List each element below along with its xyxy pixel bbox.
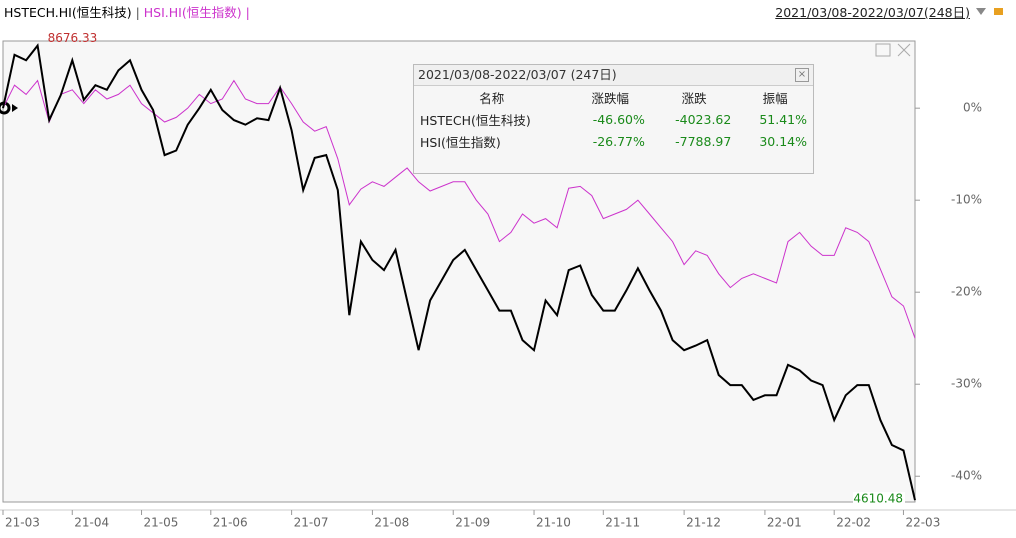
maximize-icon[interactable] <box>875 43 891 57</box>
x-tick-label: 22-01 <box>767 516 802 530</box>
close-icon[interactable] <box>897 43 911 57</box>
y-tick-label: -40% <box>951 469 982 483</box>
series-label[interactable]: HSI.HI(恒生指数) <box>143 5 242 20</box>
y-tick-label: -10% <box>951 193 982 207</box>
max-annotation: 8676.33 <box>48 31 98 45</box>
header: HSTECH.HI(恒生科技) | HSI.HI(恒生指数) | <box>4 2 250 21</box>
series-line <box>2 43 916 501</box>
cell: -7788.97 <box>675 133 732 149</box>
series-label[interactable]: HSTECH.HI(恒生科技) <box>4 5 132 20</box>
x-tick-label: 21-05 <box>144 516 179 530</box>
summary-table: 2021/03/08-2022/03/07 (247日) × 名称 涨跌幅 涨跌… <box>413 64 814 174</box>
cell: -26.77% <box>592 133 645 149</box>
x-tick-label: 21-09 <box>455 516 490 530</box>
x-tick-label: 22-03 <box>905 516 940 530</box>
cell: 30.14% <box>759 133 807 149</box>
row: HSTECH(恒生科技) -46.60% -4023.62 51.41% <box>414 108 813 130</box>
min-annotation: 4610.48 <box>853 492 903 506</box>
cell: -46.60% <box>592 111 645 127</box>
close-icon[interactable]: × <box>795 68 809 82</box>
start-arrow <box>12 104 18 112</box>
cell: 51.41% <box>759 111 807 127</box>
cell: HSI(恒生指数) <box>420 134 501 150</box>
y-tick-label: -20% <box>951 285 982 299</box>
table: 名称 涨跌幅 涨跌 振幅 HSTECH(恒生科技) -46.60% -4023.… <box>414 86 813 152</box>
min-annotation-bg <box>853 492 905 507</box>
separator: | <box>135 5 140 20</box>
x-tick-label: 21-12 <box>686 516 721 530</box>
dropdown-icon[interactable] <box>976 8 986 15</box>
x-tick-label: 21-08 <box>374 516 409 530</box>
lock-icon[interactable] <box>994 8 1003 15</box>
x-tick-label: 22-02 <box>836 516 871 530</box>
header-cell: 涨跌 <box>681 90 707 106</box>
header-cell: 名称 <box>479 90 505 106</box>
x-tick-label: 21-11 <box>605 516 640 530</box>
cell: -4023.62 <box>675 111 732 127</box>
x-tick-label: 21-06 <box>213 516 248 530</box>
header-row: 名称 涨跌幅 涨跌 振幅 <box>414 86 813 108</box>
x-tick-label: 21-10 <box>536 516 571 530</box>
header-cell: 振幅 <box>762 90 788 106</box>
table-title: 2021/03/08-2022/03/07 (247日) <box>414 65 813 86</box>
cell: HSTECH(恒生科技) <box>420 112 531 128</box>
row: HSI(恒生指数) -26.77% -7788.97 30.14% <box>414 130 813 152</box>
date-range[interactable]: 2021/03/08-2022/03/07(248日) <box>775 5 970 20</box>
x-tick-label: 21-07 <box>294 516 329 530</box>
header-cell: 涨跌幅 <box>591 90 629 106</box>
x-tick-label: 21-03 <box>5 516 40 530</box>
x-tick-label: 21-04 <box>74 516 109 530</box>
y-tick-label: -30% <box>951 377 982 391</box>
separator: | <box>245 5 250 20</box>
y-tick-label: 0% <box>963 101 982 115</box>
